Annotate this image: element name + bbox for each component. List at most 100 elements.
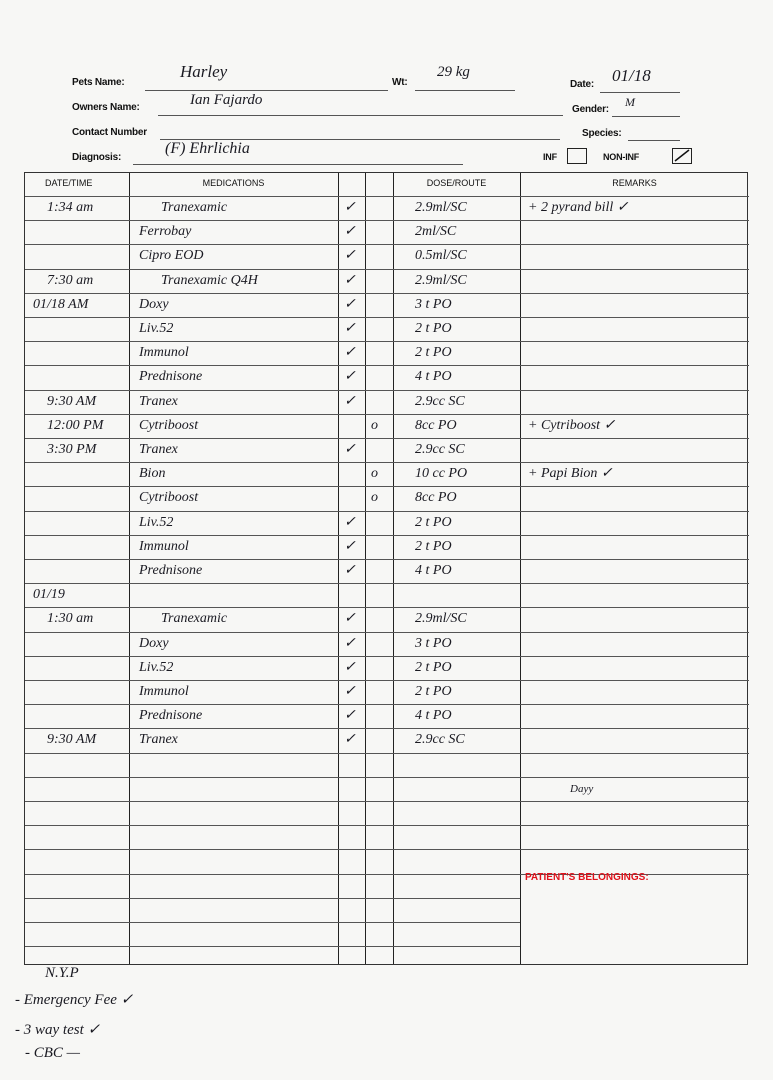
medication-cell: Ferrobay <box>139 224 192 240</box>
medication-cell: Doxy <box>139 635 169 651</box>
owners-name-value: Ian Fajardo <box>190 92 263 108</box>
column-divider <box>129 173 130 964</box>
table-row: 9:30 AM Tranex ✓ 2.9cc SC <box>25 390 749 414</box>
check-cell: ✓ <box>344 200 356 215</box>
remarks-cell: + 2 pyrand bill ✓ <box>528 200 629 215</box>
row-divider <box>25 825 749 827</box>
check-cell: ✓ <box>344 248 356 264</box>
header-dose-route: DOSE/ROUTE <box>426 178 487 188</box>
check-mark-icon <box>674 149 690 162</box>
column-divider <box>393 173 394 964</box>
row-divider <box>25 946 520 948</box>
time-cell: 9:30 AM <box>47 393 97 409</box>
wt-label: Wt: <box>392 77 408 88</box>
table-row: Cipro EOD ✓ 0.5ml/SC <box>25 244 749 268</box>
dose-route-cell: 2.9ml/SC <box>415 611 467 627</box>
dose-route-cell: 0.5ml/SC <box>415 248 467 264</box>
row-divider <box>25 801 749 802</box>
pets-name-value: Harley <box>180 62 228 81</box>
table-row <box>25 898 749 922</box>
dose-route-cell: 4 t PO <box>415 563 452 578</box>
table-row: Cytriboost o 8cc PO <box>25 486 749 510</box>
dose-route-cell: 2 t PO <box>415 538 452 554</box>
time-cell: 01/18 AM <box>33 296 89 312</box>
row-divider <box>25 462 749 464</box>
dose-route-cell: 2 t PO <box>415 345 452 361</box>
medication-cell: Immunol <box>139 684 189 699</box>
table-row <box>25 946 749 970</box>
diagnosis-value: (F) Ehrlichia <box>165 140 250 157</box>
row-divider <box>25 389 749 391</box>
row-divider <box>25 317 749 318</box>
medication-cell: Bion <box>139 466 166 482</box>
check-cell: ✓ <box>344 659 356 675</box>
medication-cell: Doxy <box>139 296 169 312</box>
table-row: Doxy ✓ 3 t PO <box>25 632 749 656</box>
medication-cell: Prednisone <box>139 369 203 385</box>
table-row: 12:00 PM Cytriboost o 8cc PO + Cytriboost ✓ <box>25 414 749 438</box>
table-row: Liv.52 ✓ 2 t PO <box>25 656 749 680</box>
date-value: 01/18 <box>612 66 651 85</box>
noninf-label: NON-INF <box>603 152 640 162</box>
dose-route-cell: 2.9cc SC <box>415 442 465 457</box>
dose-route-cell: 8cc PO <box>415 417 457 433</box>
oral-mark-cell: o <box>371 466 378 482</box>
dose-route-cell: 2 t PO <box>415 321 452 336</box>
dose-route-cell: 2ml/SC <box>415 224 457 240</box>
medication-cell: Cipro EOD <box>139 248 204 264</box>
dose-route-cell: 2 t PO <box>415 659 452 675</box>
row-divider <box>25 559 749 560</box>
row-divider <box>25 341 749 343</box>
dose-route-cell: 2.9cc SC <box>415 732 465 748</box>
row-divider <box>25 268 749 270</box>
time-cell: 12:00 PM <box>47 417 104 433</box>
note-line: - 3 way test ✓ <box>15 1022 101 1038</box>
check-cell: ✓ <box>344 369 356 385</box>
row-divider <box>25 413 749 415</box>
oral-mark-cell: o <box>371 417 378 433</box>
wt-value: 29 kg <box>437 64 470 80</box>
row-divider <box>25 534 749 536</box>
note-line: - Emergency Fee ✓ <box>15 992 134 1008</box>
row-divider <box>25 873 749 875</box>
dose-route-cell: 4 t PO <box>415 369 452 385</box>
table-row <box>25 849 749 873</box>
table-row: 7:30 am Tranexamic Q4H ✓ 2.9ml/SC <box>25 269 749 293</box>
header-remarks: REMARKS <box>612 178 657 188</box>
row-divider <box>25 244 749 246</box>
dose-route-cell: 2.9ml/SC <box>415 200 467 215</box>
noninf-checkbox[interactable] <box>672 148 692 164</box>
medication-cell: Cytriboost <box>139 490 199 506</box>
remarks-cell: + Papi Bion ✓ <box>528 466 613 482</box>
table-row <box>25 825 749 849</box>
check-cell: ✓ <box>344 635 356 651</box>
table-row: 1:34 am Tranexamic ✓ 2.9ml/SC + 2 pyrand bil… <box>25 196 749 220</box>
medication-cell: Tranex <box>139 732 178 748</box>
check-cell: ✓ <box>344 514 356 530</box>
dose-route-cell: 4 t PO <box>415 708 452 724</box>
oral-mark-cell: o <box>371 490 378 506</box>
table-row: Dayy <box>25 777 749 801</box>
row-divider <box>25 655 749 657</box>
dose-route-cell: 3 t PO <box>415 635 452 651</box>
column-divider <box>365 173 366 964</box>
table-row <box>25 753 749 777</box>
inf-checkbox[interactable] <box>567 148 587 164</box>
check-cell: ✓ <box>344 684 356 699</box>
remarks-cell: + Cytriboost ✓ <box>528 417 616 433</box>
row-divider <box>25 680 749 681</box>
medication-cell: Tranex <box>139 442 178 457</box>
species-label: Species: <box>582 128 622 139</box>
table-row: Ferrobay ✓ 2ml/SC <box>25 220 749 244</box>
date-label: Date: <box>570 79 595 90</box>
patients-belongings-label: PATIENT'S BELONGINGS: <box>525 872 649 883</box>
row-divider <box>25 292 749 294</box>
dose-route-cell: 2.9cc SC <box>415 393 465 409</box>
dose-route-cell: 2 t PO <box>415 514 452 530</box>
medication-cell: Immunol <box>139 538 189 554</box>
table-row: Prednisone ✓ 4 t PO <box>25 704 749 728</box>
table-row: Immunol ✓ 2 t PO <box>25 341 749 365</box>
row-divider <box>25 196 749 197</box>
dose-route-cell: 2.9ml/SC <box>415 272 467 288</box>
